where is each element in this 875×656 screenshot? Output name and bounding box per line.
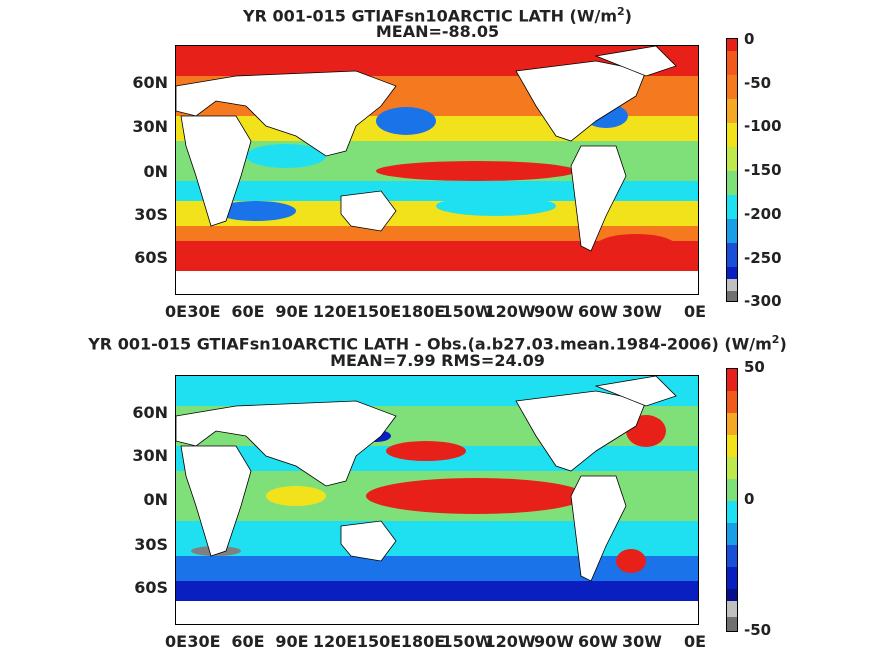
- map1-mean: MEAN=-88.05: [375, 22, 500, 41]
- map2-africa: [180, 445, 252, 557]
- map1-title-close: ): [624, 6, 632, 26]
- map1-lat-30s: 30S: [134, 205, 168, 224]
- map2-lon-180e: 180E: [400, 632, 446, 651]
- map1-lon-90w: 90W: [534, 302, 574, 321]
- map1-title-sup: 2: [617, 5, 625, 18]
- map2-lon-150w: 150W: [441, 632, 493, 651]
- map1-eq-pacific-red: [376, 161, 576, 181]
- map2-brazil-red: [616, 549, 646, 573]
- map1-spac-cyan: [436, 196, 556, 216]
- map1-indian-cyan: [246, 144, 326, 168]
- map1-sa-red: [596, 234, 676, 258]
- map2-lon-90w: 90W: [534, 632, 574, 651]
- map2-title-text: YR 001-015 GTIAFsn10ARCTIC LATH - Obs.(a…: [88, 334, 772, 354]
- map1-lon-60w: 60W: [578, 302, 618, 321]
- map1-lon-120w: 120W: [484, 302, 536, 321]
- map2-title-sup: 2: [771, 333, 780, 346]
- map2-field-svg: [176, 376, 698, 624]
- map1-north-america: [515, 60, 647, 142]
- map2-colorbar-svg: [727, 369, 737, 631]
- map2-npac-red: [386, 441, 466, 461]
- map1-lon-0e-end: 0E: [683, 302, 707, 321]
- map2-title-close: ): [779, 334, 787, 354]
- map2-lon-120e: 120E: [312, 632, 358, 651]
- map2-acc: [176, 581, 698, 601]
- map1-australia: [340, 190, 397, 232]
- map2-colorbar: [726, 368, 738, 632]
- map2-lat-30n: 30N: [132, 446, 168, 465]
- map2-lon-30w: 30W: [622, 632, 662, 651]
- map1-eurasia: [176, 70, 397, 157]
- map2-south-america: [570, 475, 627, 582]
- map1-title-text: YR 001-015 GTIAFsn10ARCTIC LATH (W/m: [243, 6, 618, 26]
- map1-lon-0e: 0E: [164, 302, 188, 321]
- map1-lon-150e: 150E: [356, 302, 402, 321]
- map1-lon-180e: 180E: [400, 302, 446, 321]
- map1-lon-30e: 30E: [187, 302, 221, 321]
- map1-land: [176, 46, 677, 252]
- map1-cbar-tick-4: -200: [744, 205, 782, 223]
- map1-greenland: [594, 46, 677, 77]
- map2-lon-30e: 30E: [187, 632, 221, 651]
- map2-plot-area: [175, 375, 699, 625]
- map1-lon-60e: 60E: [231, 302, 265, 321]
- map2-lat-30s: 30S: [134, 535, 168, 554]
- map1-cbar-tick-0: 0: [744, 30, 755, 48]
- map2-mean-rms: MEAN=7.99 RMS=24.09: [330, 351, 545, 370]
- map1-colorbar: [726, 38, 738, 302]
- map1-cbar-tick-1: -50: [744, 74, 772, 92]
- map1-cbar-tick-6: -300: [744, 292, 782, 310]
- map2-cbar-tick-neg50: -50: [744, 621, 772, 639]
- map1-colorbar-svg: [727, 39, 737, 301]
- map2-north-america: [515, 390, 647, 472]
- map2-lon-90e: 90E: [275, 632, 309, 651]
- map1-lon-120e: 120E: [312, 302, 358, 321]
- map1-cbar-tick-2: -100: [744, 117, 782, 135]
- map1-cbar-tick-3: -150: [744, 161, 782, 179]
- map1-lat-60n: 60N: [132, 73, 168, 92]
- map1-south-america: [570, 145, 627, 252]
- map1-cbar-tick-5: -250: [744, 249, 782, 267]
- map2-lat-0n: 0N: [143, 490, 168, 509]
- map2-indian-yellow: [266, 486, 326, 506]
- map1-subtrop-s-band: [176, 181, 698, 201]
- map2-greenland: [594, 376, 677, 407]
- map2-eq-pacific-red: [366, 478, 586, 514]
- map1-lon-150w: 150W: [441, 302, 493, 321]
- map2-lon-60w: 60W: [578, 632, 618, 651]
- map1-lat-60s: 60S: [134, 248, 168, 267]
- map1-agulhas: [216, 201, 296, 221]
- map2-cbar-tick-0: 0: [744, 490, 755, 508]
- map2-antarctica: [176, 601, 698, 624]
- map1-title: YR 001-015 GTIAFsn10ARCTIC LATH (W/m2): [0, 2, 875, 25]
- map2-lat-60n: 60N: [132, 403, 168, 422]
- map2-title: YR 001-015 GTIAFsn10ARCTIC LATH - Obs.(a…: [0, 330, 875, 353]
- map2-eurasia: [176, 400, 397, 487]
- map2-australia: [340, 520, 397, 562]
- map1-lon-30w: 30W: [622, 302, 662, 321]
- map1-lat-30n: 30N: [132, 117, 168, 136]
- map2-lon-120w: 120W: [484, 632, 536, 651]
- map1-plot-area: [175, 45, 699, 295]
- map1-lon-90e: 90E: [275, 302, 309, 321]
- map1-antarctica: [176, 271, 698, 294]
- map2-lon-0e-end: 0E: [683, 632, 707, 651]
- map2-lon-60e: 60E: [231, 632, 265, 651]
- map2-land: [176, 376, 677, 582]
- map2-cbar-tick-50: 50: [744, 358, 765, 376]
- map2-lon-0e: 0E: [164, 632, 188, 651]
- map1-kuroshio: [376, 107, 436, 135]
- map1-africa: [180, 115, 252, 227]
- map2-lon-150e: 150E: [356, 632, 402, 651]
- map2-lat-60s: 60S: [134, 578, 168, 597]
- map1-field-svg: [176, 46, 698, 294]
- map1-lat-0n: 0N: [143, 162, 168, 181]
